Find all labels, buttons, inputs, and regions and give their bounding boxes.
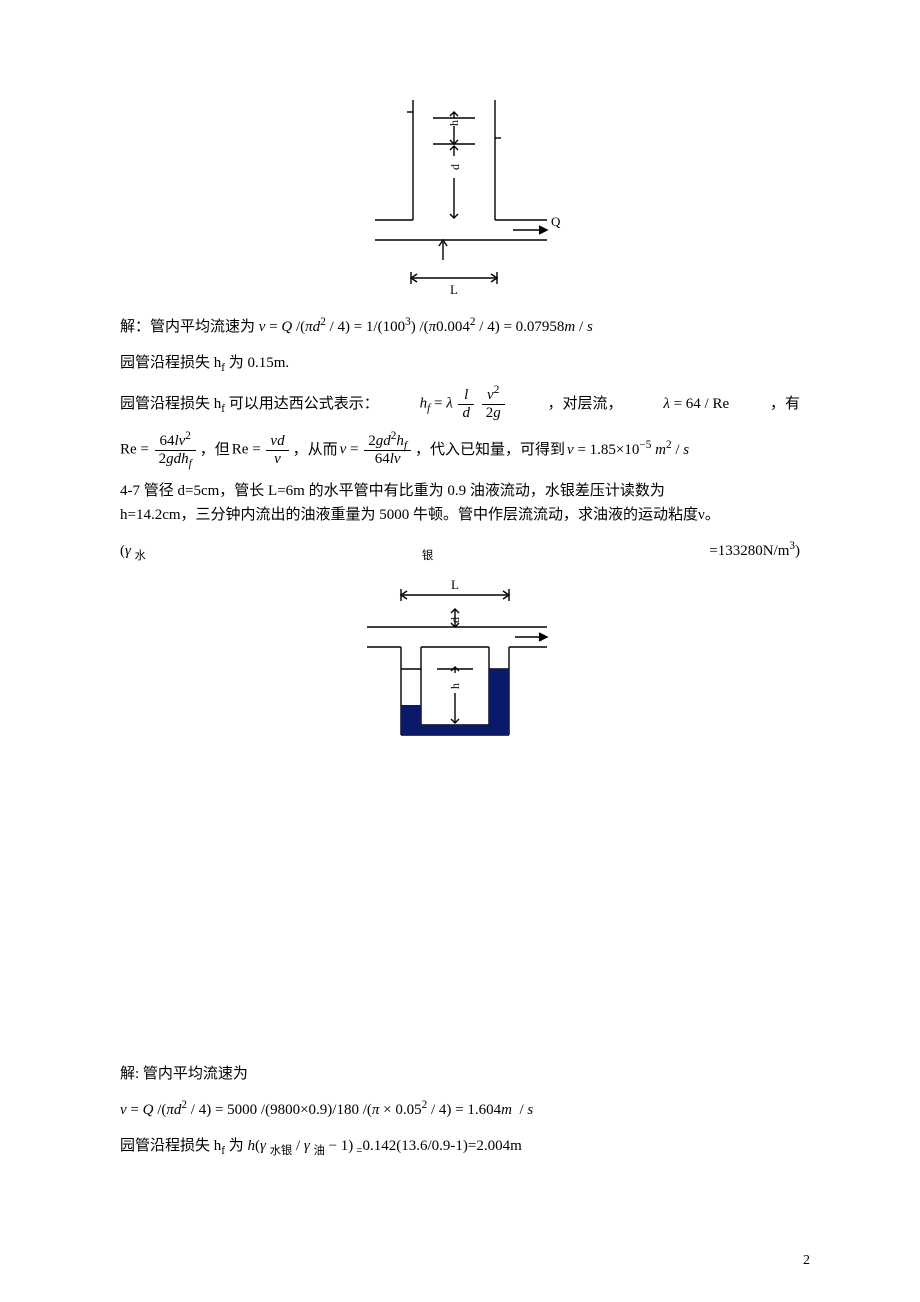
page-number: 2 [803, 1250, 810, 1272]
figure-manometer: L d h [120, 575, 800, 768]
svg-text:Q: Q [551, 214, 561, 229]
svg-text:d: d [448, 617, 462, 623]
hf-2-line: 园管沿程损失 hf 为 h(γ 水银 / γ 油 − 1) =0.142(13.… [120, 1134, 800, 1158]
text: h=14.2cm，三分钟内流出的油液重量为 5000 牛顿。管中作层流流动，求油… [120, 507, 720, 523]
text: 园管沿程损失 hf 可以用达西公式表示： [120, 392, 379, 416]
text: ，但 [200, 438, 230, 462]
text: 解：管内平均流速为 [120, 319, 259, 335]
hf-eq: hf = λ ld v22g [420, 387, 507, 421]
velocity-2-eq: v = Q /(πd2 / 4) = 5000 /(9800×0.9)/180 … [120, 1098, 800, 1122]
gamma-mid: 银 [422, 539, 433, 563]
nu-eq: ν = 2gd2hf64lv [340, 433, 413, 467]
text: 4-7 管径 d=5cm，管长 L=6m 的水平管中有比重为 0.9 油液流动，… [120, 483, 665, 499]
problem-4-7: 4-7 管径 d=5cm，管长 L=6m 的水平管中有比重为 0.9 油液流动，… [120, 479, 800, 527]
re-eq-2: Re = vdν [232, 433, 291, 467]
svg-text:h: h [448, 683, 462, 689]
reynolds-line: Re = 64lv22gdhf ，但 Re = vdν ，从而 ν = 2gd2… [120, 433, 800, 467]
hf-value: 园管沿程损失 hf 为 0.15m. [120, 351, 800, 375]
text: ，从而 [293, 438, 338, 462]
equation: v = Q /(πd2 / 4) = 1/(1003) /(π0.0042 / … [259, 319, 593, 335]
gamma-right: =133280N/m3) [709, 539, 800, 563]
figure-tank-pipe: h d Q L [120, 100, 800, 303]
text: ，代入已知量，可得到 [415, 438, 565, 462]
gamma-left: (γ 水 [120, 539, 146, 563]
solution-velocity-1: 解：管内平均流速为 v = Q /(πd2 / 4) = 1/(1003) /(… [120, 315, 800, 339]
text: ，对层流， [548, 392, 623, 416]
svg-text:h: h [447, 120, 461, 126]
text: ，有 [770, 392, 800, 416]
lambda-eq: λ = 64 / Re [663, 392, 729, 416]
re-eq-1: Re = 64lv22gdhf [120, 433, 198, 467]
svg-text:L: L [451, 577, 459, 592]
nu-ans: ν = 1.85×10−5 m2 / s [567, 438, 689, 462]
svg-text:d: d [448, 164, 462, 170]
gamma-mercury-line: (γ 水 银 =133280N/m3) [120, 539, 800, 563]
darcy-line: 园管沿程损失 hf 可以用达西公式表示： hf = λ ld v22g ，对层流… [120, 387, 800, 421]
solution-2-label: 解: 管内平均流速为 [120, 1062, 800, 1086]
svg-text:L: L [450, 282, 458, 295]
